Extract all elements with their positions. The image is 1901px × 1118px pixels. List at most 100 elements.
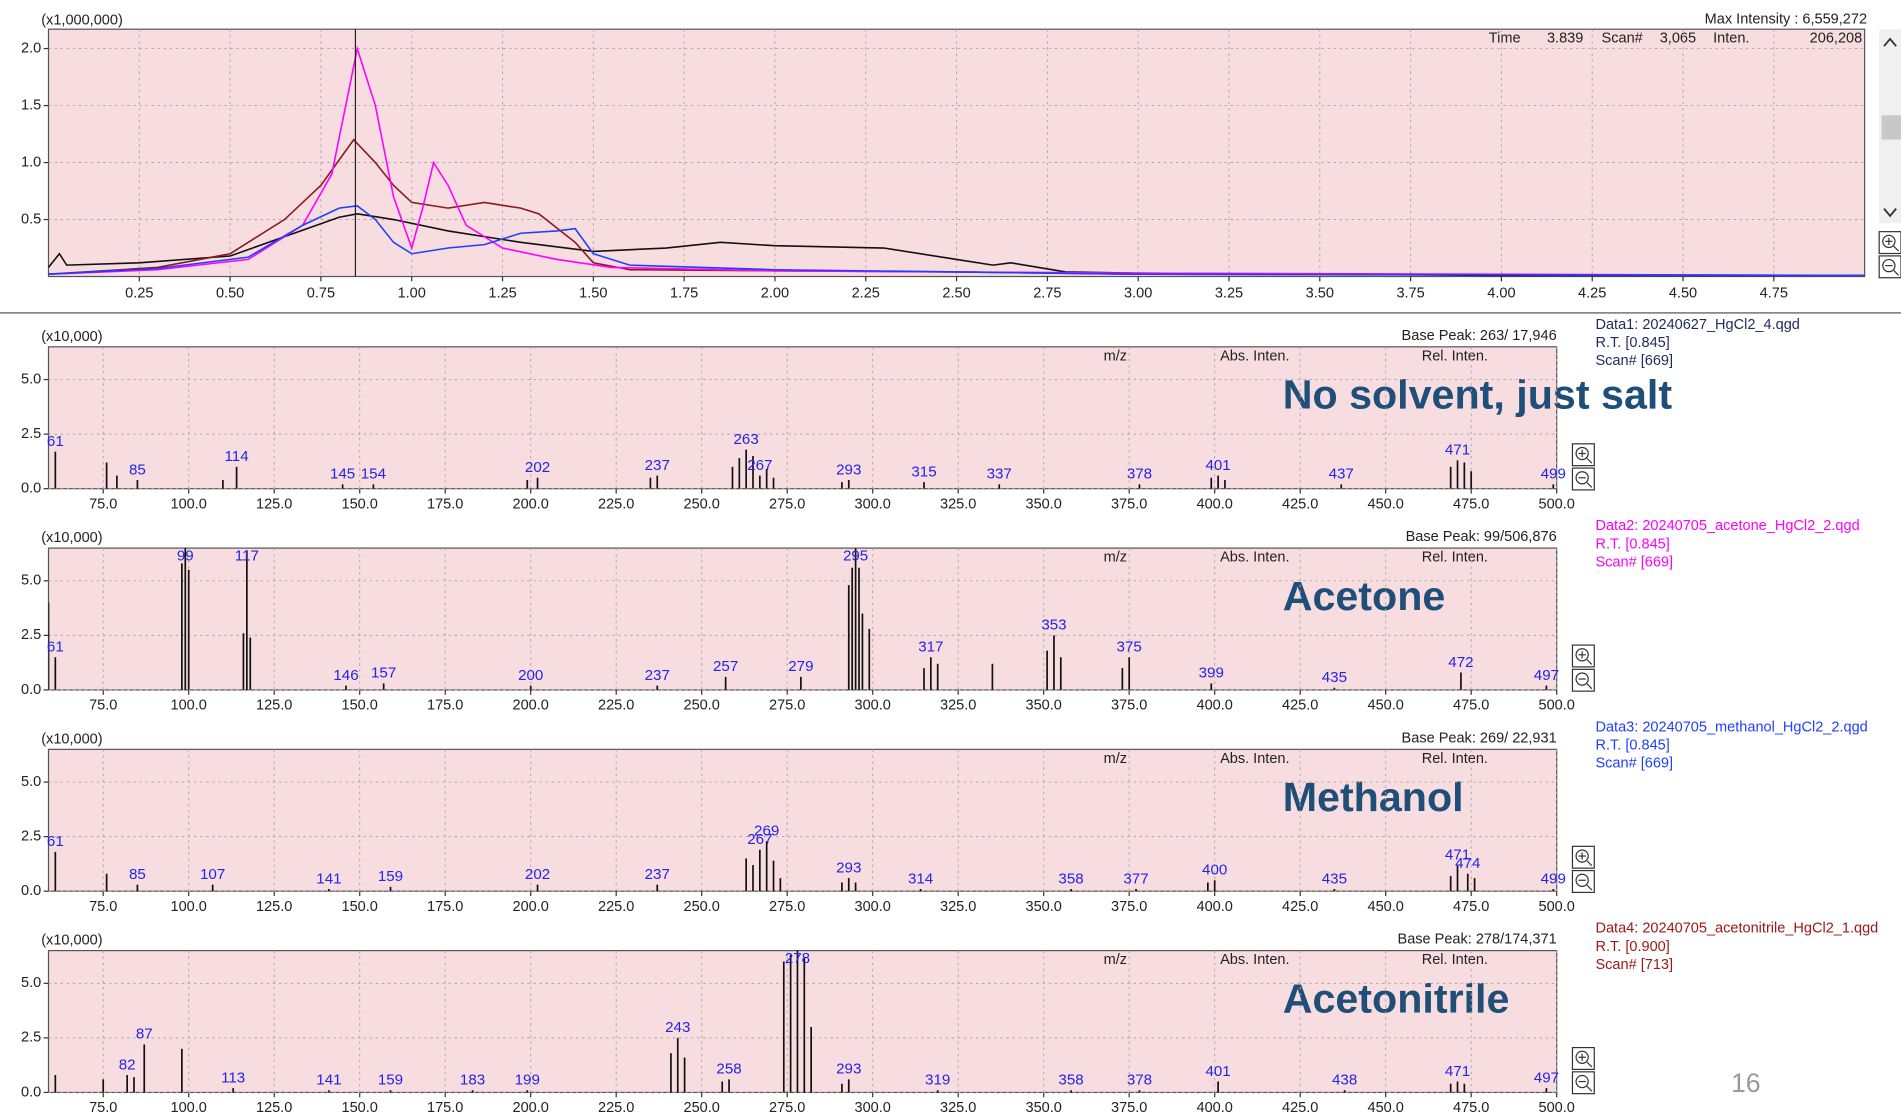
cursor-time-label: Time bbox=[1489, 31, 1521, 47]
x-tick-label: 200.0 bbox=[513, 496, 549, 512]
y-unit: (x10,000) bbox=[41, 329, 102, 345]
x-tick-label: 400.0 bbox=[1197, 698, 1233, 714]
plot-area bbox=[47, 547, 1558, 691]
peak-label: 258 bbox=[716, 1061, 741, 1078]
trace bbox=[48, 205, 1865, 277]
peak-label: 141 bbox=[316, 870, 341, 887]
y-tick-label: 2.5 bbox=[21, 828, 41, 844]
zoom-in-lens bbox=[1575, 648, 1589, 662]
peak-label: 378 bbox=[1127, 1072, 1152, 1089]
zoom-in[interactable] bbox=[1571, 1046, 1595, 1071]
trace bbox=[47, 213, 1865, 277]
x-tick-label: 225.0 bbox=[598, 698, 634, 714]
column-header: m/z bbox=[1104, 751, 1127, 767]
peak-label: 437 bbox=[1329, 466, 1354, 483]
zoom-out[interactable] bbox=[1571, 869, 1595, 894]
x-tick-label: 225.0 bbox=[598, 899, 634, 915]
zoom-out[interactable] bbox=[1571, 668, 1595, 692]
base-peak: Base Peak: 269/ 22,931 bbox=[1402, 730, 1557, 746]
zoom-controls[interactable] bbox=[1878, 231, 1901, 279]
max-intensity: Max Intensity : 6,559,272 bbox=[1705, 11, 1867, 27]
column-header: Rel. Inten. bbox=[1422, 952, 1488, 968]
zoom-in[interactable] bbox=[1571, 845, 1595, 869]
x-tick-label: 125.0 bbox=[256, 698, 292, 714]
x-tick-label: 300.0 bbox=[855, 1100, 891, 1116]
x-tick-label: 2.50 bbox=[942, 285, 970, 301]
info-scan: Scan# [669] bbox=[1595, 554, 1673, 570]
x-tick-label: 4.75 bbox=[1760, 285, 1788, 301]
zoom-out-handle bbox=[1586, 884, 1593, 891]
peaks bbox=[54, 449, 1555, 489]
x-tick-label: 325.0 bbox=[940, 698, 976, 714]
info-data: Data3: 20240705_methanol_HgCl2_2.qgd bbox=[1595, 719, 1867, 735]
info-data: Data4: 20240705_acetonitrile_HgCl2_1.qgd bbox=[1595, 921, 1878, 937]
y-unit: (x1,000,000) bbox=[41, 13, 123, 29]
scroll-up[interactable] bbox=[1883, 37, 1897, 47]
x-tick-label: 300.0 bbox=[855, 496, 891, 512]
zoom-in[interactable] bbox=[1571, 644, 1595, 668]
x-tick-label: 350.0 bbox=[1026, 496, 1062, 512]
y-tick-label: 5.0 bbox=[21, 573, 41, 589]
zoom-out[interactable] bbox=[1878, 255, 1901, 279]
peak-label: 317 bbox=[918, 639, 943, 656]
zoom-out-lens bbox=[1575, 672, 1589, 686]
x-tick-label: 3.50 bbox=[1306, 285, 1334, 301]
peak-label: 82 bbox=[119, 1056, 136, 1073]
x-tick-label: 325.0 bbox=[940, 496, 976, 512]
info-rt: R.T. [0.900] bbox=[1595, 939, 1669, 955]
peak-label: 141 bbox=[316, 1072, 341, 1089]
x-tick-label: 75.0 bbox=[89, 698, 117, 714]
zoom-out[interactable] bbox=[1571, 467, 1595, 491]
peak-label: 278 bbox=[785, 950, 810, 967]
x-tick-label: 275.0 bbox=[769, 698, 805, 714]
x-tick-label: 375.0 bbox=[1111, 899, 1147, 915]
peak-label: 400 bbox=[1202, 862, 1227, 879]
zoom-in-handle bbox=[1586, 1061, 1593, 1068]
x-tick-label: 150.0 bbox=[342, 496, 378, 512]
x-tick-label: 175.0 bbox=[427, 496, 463, 512]
zoom-in-lens bbox=[1575, 446, 1589, 461]
x-tick-label: 4.50 bbox=[1669, 285, 1697, 301]
column-header: Rel. Inten. bbox=[1422, 751, 1488, 767]
info-rt: R.T. [0.845] bbox=[1595, 738, 1669, 754]
peak-label: 267 bbox=[747, 831, 772, 848]
zoom-controls[interactable] bbox=[1571, 644, 1595, 692]
peak-label: 146 bbox=[333, 667, 358, 684]
zoom-in[interactable] bbox=[1878, 231, 1901, 255]
peak-label: 61 bbox=[47, 639, 64, 656]
peaks bbox=[48, 548, 1548, 690]
zoom-in-lens bbox=[1575, 1050, 1589, 1064]
column-header: m/z bbox=[1104, 952, 1127, 968]
zoom-out-handle bbox=[1893, 270, 1900, 276]
peak-label: 293 bbox=[836, 859, 861, 876]
x-tick-label: 200.0 bbox=[513, 1100, 549, 1116]
x-tick-label: 400.0 bbox=[1197, 1100, 1233, 1116]
zoom-controls[interactable] bbox=[1571, 1046, 1595, 1095]
zoom-controls[interactable] bbox=[1571, 845, 1595, 894]
x-tick-label: 250.0 bbox=[684, 1100, 720, 1116]
x-tick-label: 150.0 bbox=[342, 698, 378, 714]
column-header: m/z bbox=[1104, 550, 1127, 566]
scroll-down[interactable] bbox=[1883, 208, 1897, 218]
x-tick-label: 75.0 bbox=[89, 496, 117, 512]
column-header: Abs. Inten. bbox=[1220, 348, 1289, 364]
scroll-thumb[interactable] bbox=[1881, 115, 1901, 140]
zoom-controls[interactable] bbox=[1571, 443, 1595, 491]
zoom-in[interactable] bbox=[1571, 443, 1595, 467]
scrollbar[interactable] bbox=[1879, 29, 1901, 224]
peak-label: 438 bbox=[1332, 1072, 1357, 1089]
x-tick-label: 75.0 bbox=[89, 1100, 117, 1116]
column-header: Abs. Inten. bbox=[1220, 751, 1289, 767]
peak-label: 85 bbox=[129, 866, 146, 883]
cursor-inten: 206,208 bbox=[1810, 31, 1863, 47]
zoom-out[interactable] bbox=[1571, 1071, 1595, 1095]
peak-label: 401 bbox=[1205, 1063, 1230, 1080]
spectrum-panel: (x10,000) Base Peak: 278/174,371 m/z Abs. I… bbox=[21, 921, 1878, 1116]
x-tick-label: 3.75 bbox=[1396, 285, 1424, 301]
x-tick-label: 3.25 bbox=[1215, 285, 1243, 301]
column-header: Rel. Inten. bbox=[1422, 550, 1488, 566]
info-data: Data1: 20240627_HgCl2_4.qgd bbox=[1595, 317, 1799, 333]
y-tick-label: 0.5 bbox=[21, 211, 41, 227]
info-rt: R.T. [0.845] bbox=[1595, 536, 1669, 552]
